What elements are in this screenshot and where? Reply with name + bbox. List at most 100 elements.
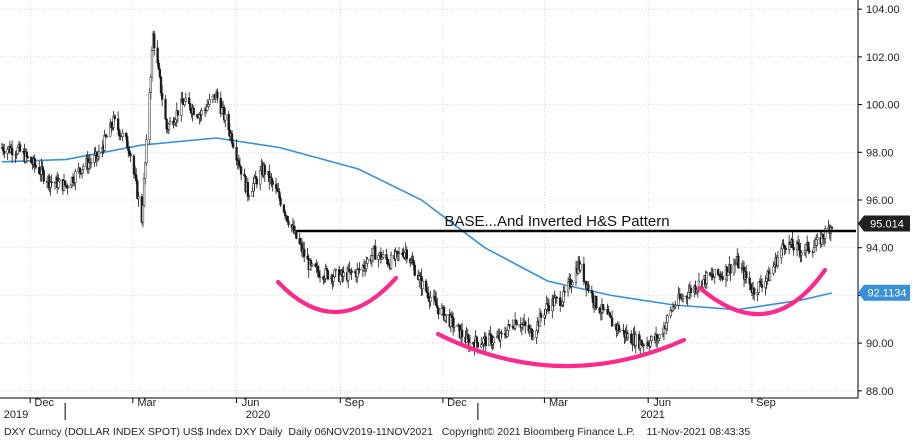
price-candle-body xyxy=(451,317,455,328)
price-candle-body xyxy=(176,110,180,116)
price-candle-body xyxy=(97,150,101,157)
price-candle-body xyxy=(808,250,811,253)
price-candle-body xyxy=(132,155,136,174)
y-tick-label: 104.00 xyxy=(866,4,900,16)
price-candle-body xyxy=(82,166,85,170)
price-candle-body xyxy=(339,274,342,282)
price-candle-body xyxy=(184,97,187,102)
price-candle-body xyxy=(591,292,595,303)
price-candle-body xyxy=(189,103,192,111)
price-candle-body xyxy=(665,322,668,330)
price-candle-body xyxy=(126,136,129,148)
price-candle-body xyxy=(276,187,279,192)
price-candle-body xyxy=(371,247,375,256)
price-candle-body xyxy=(658,334,661,339)
price-candle-body xyxy=(815,239,818,246)
price-candle-body xyxy=(174,119,177,123)
price-candle-body xyxy=(650,336,653,341)
price-candle-body xyxy=(595,296,598,309)
price-candle-body xyxy=(103,135,106,151)
price-candle-body xyxy=(160,92,164,100)
price-candle-body xyxy=(524,321,527,326)
price-candle-body xyxy=(405,249,409,260)
price-candle-body xyxy=(440,308,443,315)
price-candle-body xyxy=(89,162,93,164)
price-candle-body xyxy=(413,264,416,276)
price-candle-body xyxy=(689,287,693,294)
price-candle-body xyxy=(727,271,730,276)
price-candle-body xyxy=(298,238,301,244)
price-candle-body xyxy=(158,69,162,78)
moving-average-label: 92.1134 xyxy=(858,284,910,301)
x-month-label: Mar xyxy=(549,397,568,409)
y-tick-label: 88.00 xyxy=(866,386,894,398)
price-candle-body xyxy=(816,237,819,240)
moving-average-label-box xyxy=(858,284,910,301)
price-candle-body xyxy=(437,307,440,315)
price-candle-body xyxy=(66,185,69,189)
price-candle-body xyxy=(118,129,121,137)
price-candle-body xyxy=(38,166,41,174)
y-tick-label: 102.00 xyxy=(866,52,900,64)
price-candle-body xyxy=(34,165,37,168)
price-candle-body xyxy=(472,342,475,345)
last-price-label-box xyxy=(858,215,910,232)
x-year-label: 2021 xyxy=(640,409,664,421)
price-candle-body xyxy=(30,156,33,164)
price-candle-body xyxy=(211,95,215,100)
price-candle-body xyxy=(791,239,794,248)
price-candle-body xyxy=(235,147,238,161)
price-candle-body xyxy=(145,139,148,164)
price-candle-body xyxy=(271,180,274,185)
price-candle-body xyxy=(737,256,740,269)
price-candle-body xyxy=(445,314,448,316)
price-candle-body xyxy=(74,171,77,183)
price-candle-body xyxy=(385,254,388,260)
price-candle-body xyxy=(232,143,235,148)
price-candle-body xyxy=(491,342,494,345)
price-candle-body xyxy=(243,173,246,177)
grid xyxy=(0,0,859,399)
price-candle-body xyxy=(566,281,570,293)
price-candle-body xyxy=(784,248,787,250)
price-candle-body xyxy=(279,197,282,206)
price-candle-body xyxy=(695,289,698,293)
price-candle-body xyxy=(239,166,243,175)
price-candle-body xyxy=(756,292,759,295)
last-price-label: 95.014 xyxy=(858,215,910,232)
footer: DXY Curncy (DOLLAR INDEX SPOT) US$ Index… xyxy=(4,426,909,438)
price-candle-body xyxy=(183,101,186,105)
price-candle-body xyxy=(800,252,803,256)
price-candle-body xyxy=(64,180,67,186)
price-candle-body xyxy=(246,182,249,197)
price-candle-body xyxy=(429,297,432,302)
head-arc xyxy=(435,331,687,369)
price-candle-body xyxy=(316,266,319,272)
price-candle-body xyxy=(69,184,72,189)
price-candle-body xyxy=(484,336,487,347)
y-tick-label: 98.00 xyxy=(866,147,894,159)
price-candle-body xyxy=(148,92,151,140)
price-candle-body xyxy=(382,254,385,258)
price-candle-body xyxy=(362,264,366,268)
price-candle-body xyxy=(674,305,677,307)
price-candle-body xyxy=(135,174,138,181)
y-axis: 104.00102.00100.0098.0096.0094.0092.0090… xyxy=(858,4,900,398)
price-candle-body xyxy=(535,330,538,338)
price-candle-body xyxy=(3,150,6,154)
price-candle-body xyxy=(227,113,230,131)
price-candle-body xyxy=(824,228,827,239)
price-candle-body xyxy=(444,315,447,321)
price-candle-body xyxy=(587,284,590,291)
price-candle-body xyxy=(666,315,669,323)
price-candle-body xyxy=(168,120,172,125)
price-candle-body xyxy=(713,269,716,278)
price-candle-body xyxy=(200,110,203,115)
price-candle-body xyxy=(553,298,556,306)
price-candle-body xyxy=(543,314,546,318)
price-candle-body xyxy=(681,296,685,299)
price-candle-body xyxy=(403,252,406,258)
left-shoulder-arc xyxy=(275,275,399,315)
price-candle-body xyxy=(150,50,154,78)
price-candle-body xyxy=(374,246,377,260)
